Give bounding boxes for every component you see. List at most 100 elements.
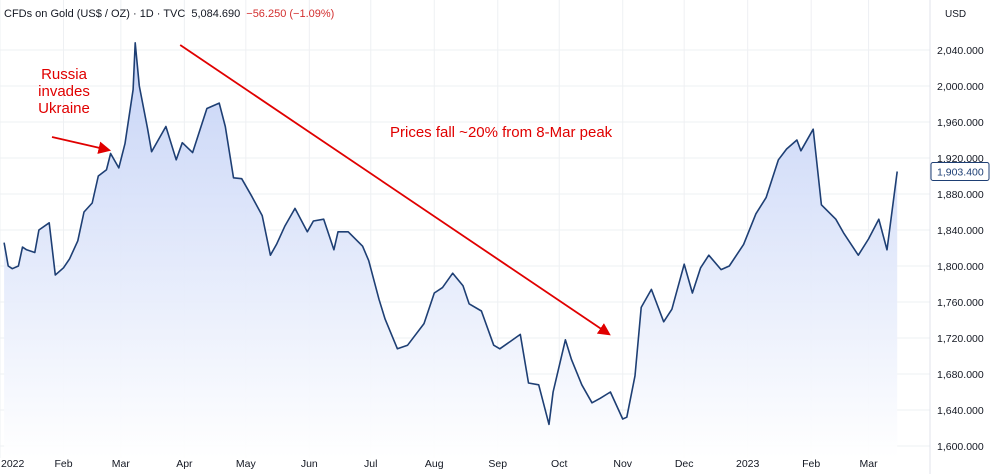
data-point (519, 333, 521, 335)
data-point (552, 391, 554, 393)
data-point (362, 245, 364, 247)
data-point (110, 153, 112, 155)
price-change: −56.250 (−1.09%) (246, 8, 335, 20)
data-point (755, 213, 757, 215)
data-point (181, 142, 183, 144)
y-tick-label: 1,600.000 (937, 441, 984, 453)
data-point (54, 274, 56, 276)
x-axis: 2022 Feb Mar Apr May Jun Jul Aug Sep Oct Nov Dec 202… (1, 458, 878, 470)
data-point (206, 108, 208, 110)
last-price-label: 1,903.400 (937, 167, 984, 179)
data-point (48, 222, 50, 224)
data-point (224, 126, 226, 128)
data-point (777, 159, 779, 161)
data-point (743, 243, 745, 245)
data-point (396, 348, 398, 350)
data-point (650, 288, 652, 290)
data-point (261, 215, 263, 217)
price-area (4, 42, 898, 459)
data-point (323, 218, 325, 220)
data-point (233, 177, 235, 179)
data-point (91, 202, 93, 204)
data-point (269, 254, 271, 256)
data-point (151, 151, 153, 153)
y-tick-label: 1,720.000 (937, 333, 984, 345)
data-point (63, 267, 65, 269)
y-tick-label: 1,760.000 (937, 297, 984, 309)
data-point (609, 391, 611, 393)
x-tick-label: Aug (425, 458, 444, 470)
data-point (493, 344, 495, 346)
x-tick-label: Nov (613, 458, 632, 470)
data-point (175, 159, 177, 161)
data-point (34, 252, 36, 254)
y-tick-label: 2,000.000 (937, 81, 984, 93)
x-tick-label: Feb (802, 458, 820, 470)
data-point (591, 402, 593, 404)
data-point (155, 144, 157, 146)
data-point (118, 167, 120, 169)
data-point (581, 384, 583, 386)
data-point (284, 225, 286, 227)
last-price-box (930, 162, 990, 181)
data-point (442, 287, 444, 289)
annotation-decline-arrow (179, 44, 611, 336)
data-point (720, 269, 722, 271)
data-point (276, 243, 278, 245)
data-point (3, 242, 5, 244)
y-tick-label: 1,800.000 (937, 261, 984, 273)
data-point (165, 126, 167, 128)
data-point (896, 171, 898, 173)
data-point (878, 218, 880, 220)
data-point (306, 231, 308, 233)
data-point (124, 143, 126, 145)
annotation-russia-arrow (51, 136, 112, 154)
data-point (700, 267, 702, 269)
data-point (509, 341, 511, 343)
price-line (3, 42, 898, 426)
data-point (564, 339, 566, 341)
data-point (728, 265, 730, 267)
data-point (626, 416, 628, 418)
data-point (312, 220, 314, 222)
y-tick-label: 1,880.000 (937, 189, 984, 201)
data-point (347, 231, 349, 233)
data-point (640, 306, 642, 308)
y-tick-label: 1,960.000 (937, 117, 984, 129)
data-point (192, 152, 194, 154)
data-point (671, 308, 673, 310)
data-point (462, 285, 464, 287)
data-point (708, 254, 710, 256)
data-point (835, 218, 837, 220)
data-point (538, 384, 540, 386)
data-point (499, 348, 501, 350)
data-point (868, 238, 870, 240)
data-point (368, 260, 370, 262)
annotation-russia-text: Ukraine (38, 100, 90, 117)
data-point (663, 321, 665, 323)
data-point (83, 211, 85, 213)
data-point (786, 148, 788, 150)
data-point (77, 240, 79, 242)
data-point (480, 310, 482, 312)
data-point (378, 298, 380, 300)
current-price: 5,084.690 (191, 8, 241, 20)
data-point (97, 175, 99, 177)
data-point (571, 359, 573, 361)
instrument-title: CFDs on Gold (US$ / OZ) · 1D · TVC (4, 8, 186, 20)
data-point (468, 303, 470, 305)
x-tick-label: 2023 (736, 458, 760, 470)
data-point (7, 265, 9, 267)
data-point (622, 418, 624, 420)
data-point (765, 197, 767, 199)
data-point (820, 204, 822, 206)
data-point (683, 263, 685, 265)
data-point (384, 318, 386, 320)
annotation-russia-text: invades (38, 83, 90, 100)
data-point (796, 139, 798, 141)
x-tick-label: Sep (488, 458, 507, 470)
data-point (411, 339, 413, 341)
data-point (452, 272, 454, 274)
